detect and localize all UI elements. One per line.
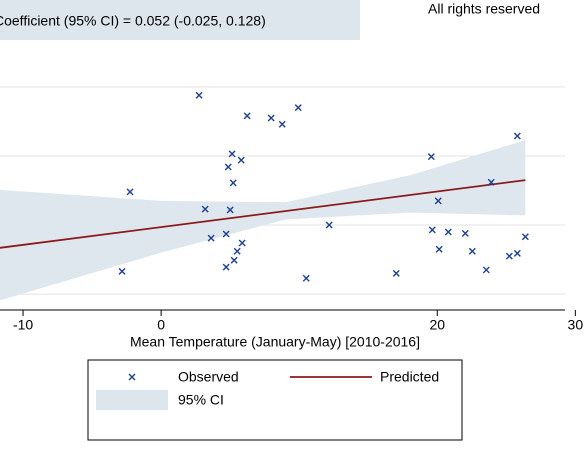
observed-point [118, 267, 126, 275]
observed-point [487, 178, 495, 186]
observed-point [226, 206, 234, 214]
legend-label: 95% CI [178, 392, 224, 408]
observed-point [126, 188, 134, 196]
ci-band [0, 140, 526, 301]
observed-point [521, 233, 529, 241]
x-tick-label: 20 [429, 317, 445, 333]
x-axis-title: Mean Temperature (January-May) [2010-201… [130, 334, 420, 350]
observed-point [513, 249, 521, 257]
annotation: Coefficient (95% CI) = 0.052 (-0.025, 0.… [0, 13, 266, 29]
observed-point [294, 104, 302, 112]
observed-point [243, 112, 251, 120]
observed-point [505, 252, 513, 260]
observed-point [229, 179, 237, 187]
legend-ci-swatch [96, 390, 168, 410]
observed-point [428, 226, 436, 234]
copyright: All rights reserved [428, 1, 540, 17]
x-tick-label: 30 [568, 317, 584, 333]
observed-point [461, 229, 469, 237]
observed-point [222, 230, 230, 238]
observed-point [267, 114, 275, 122]
observed-point [392, 269, 400, 277]
observed-point [482, 266, 490, 274]
legend-label: Observed [178, 369, 239, 385]
observed-point [468, 247, 476, 255]
observed-point [233, 247, 241, 255]
x-tick-label: -10 [13, 317, 33, 333]
legend-label: Predicted [380, 369, 439, 385]
observed-point [434, 197, 442, 205]
observed-point [207, 234, 215, 242]
observed-point [427, 153, 435, 161]
observed-point [444, 228, 452, 236]
observed-point [302, 274, 310, 282]
observed-point [195, 91, 203, 99]
legend-observed-marker [128, 373, 136, 381]
observed-point [513, 132, 521, 140]
observed-point [201, 205, 209, 213]
observed-point [435, 245, 443, 253]
observed-point [238, 239, 246, 247]
observed-point [230, 256, 238, 264]
observed-point [278, 120, 286, 128]
x-tick-label: 0 [157, 317, 165, 333]
observed-point [237, 156, 245, 164]
predicted-line [0, 179, 526, 249]
observed-point [224, 163, 232, 171]
observed-point [228, 150, 236, 158]
annotation-box [0, 0, 360, 40]
observed-point [325, 221, 333, 229]
observed-point [222, 263, 230, 271]
